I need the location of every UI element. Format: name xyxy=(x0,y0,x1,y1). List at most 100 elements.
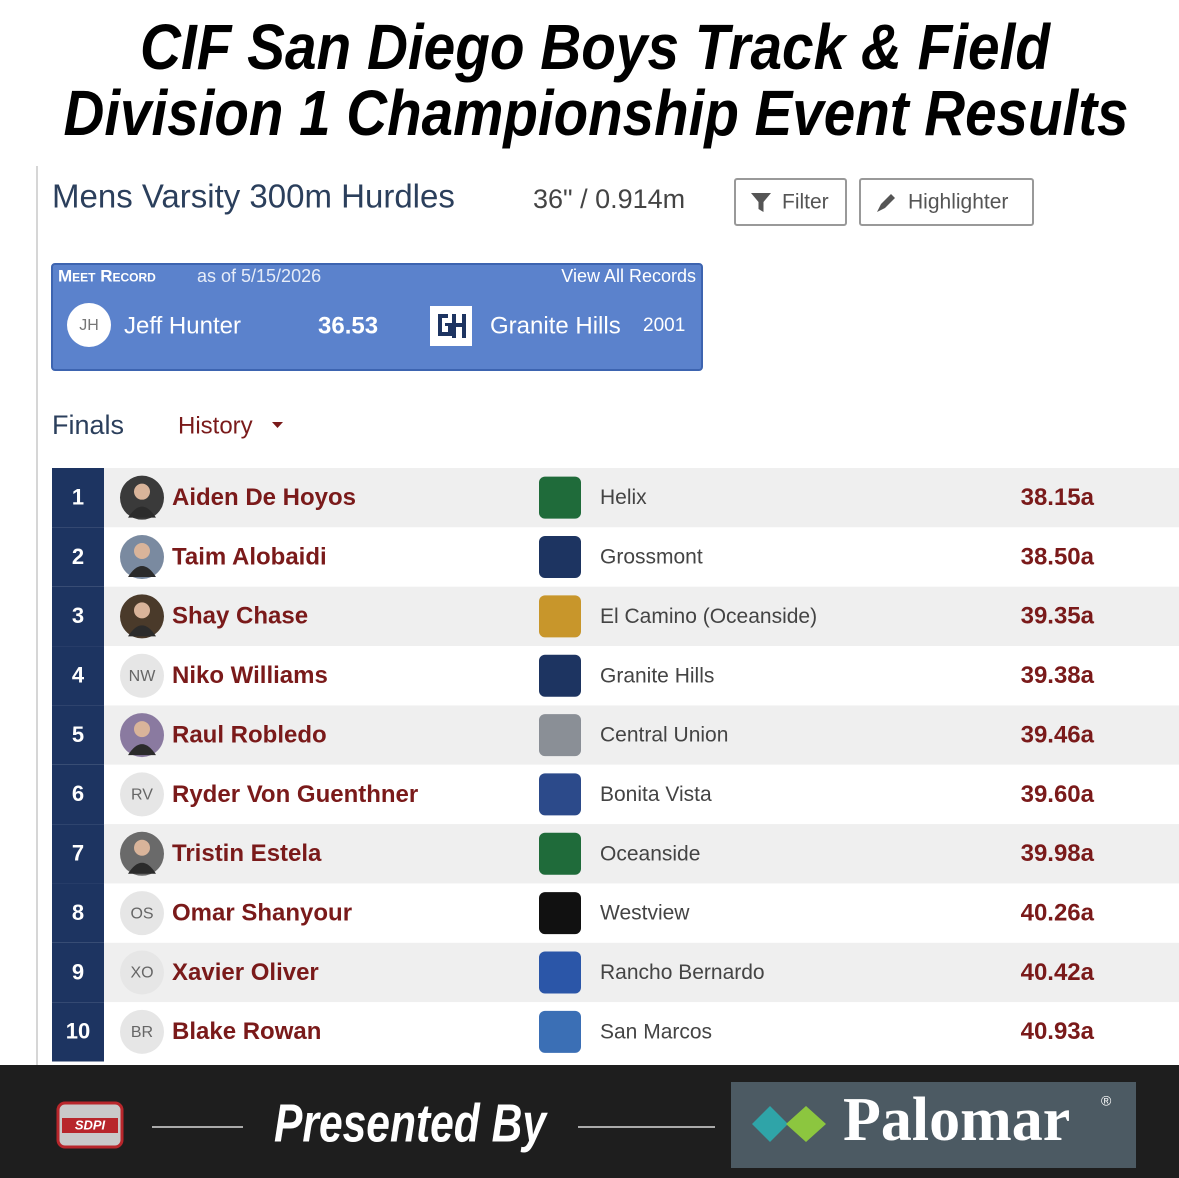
athlete-name[interactable]: Taim Alobaidi xyxy=(172,543,327,570)
sdpi-text: SDPI xyxy=(75,1117,106,1132)
place-cell xyxy=(52,824,104,884)
athlete-name[interactable]: Niko Williams xyxy=(172,662,328,689)
history-tab[interactable]: History xyxy=(178,412,283,439)
avatar-head xyxy=(134,543,150,560)
place-cell xyxy=(52,527,104,587)
place: 4 xyxy=(72,663,85,688)
row-background xyxy=(104,468,1179,528)
row-background xyxy=(104,586,1179,647)
school[interactable]: Rancho Bernardo xyxy=(600,961,765,984)
avatar-head xyxy=(134,721,150,738)
result-row: 5 Raul Robledo Central Union 39.46a xyxy=(52,705,1179,765)
history-label: History xyxy=(178,412,253,439)
athlete-name[interactable]: Ryder Von Guenthner xyxy=(172,781,418,808)
school-logo xyxy=(539,1010,581,1053)
avatar xyxy=(120,891,164,936)
result-row: 7 Tristin Estela Oceanside 39.98a xyxy=(52,824,1179,884)
highlighter-button[interactable]: Highlighter xyxy=(859,178,1034,226)
avatar-body xyxy=(128,506,156,518)
place: 7 xyxy=(72,841,84,866)
finals-tab[interactable]: Finals xyxy=(52,410,124,440)
athlete-name[interactable]: Aiden De Hoyos xyxy=(172,484,356,511)
sponsor-name: Palomar xyxy=(843,1086,1070,1154)
mark: 39.60a xyxy=(1021,781,1095,808)
school[interactable]: Central Union xyxy=(600,724,728,747)
school[interactable]: Oceanside xyxy=(600,842,700,865)
avatar xyxy=(120,950,164,995)
filter-button[interactable]: Filter xyxy=(734,178,847,226)
presented-by: Presented By xyxy=(274,1093,548,1153)
result-row: 9 XO Xavier Oliver Rancho Bernardo 40.42a xyxy=(52,942,1179,1003)
record-year: 2001 xyxy=(643,315,685,336)
avatar-initials: OS xyxy=(130,905,153,922)
athlete-name[interactable]: Xavier Oliver xyxy=(172,959,319,986)
avatar-body xyxy=(128,566,156,578)
avatar xyxy=(67,303,111,347)
mark: 40.26a xyxy=(1021,899,1095,926)
avatar xyxy=(120,653,164,698)
avatar-body xyxy=(128,862,156,874)
place-cell xyxy=(52,1002,104,1062)
athlete-name[interactable]: Omar Shanyour xyxy=(172,899,352,926)
caret xyxy=(272,422,283,428)
row-background xyxy=(104,824,1179,884)
school[interactable]: Westview xyxy=(600,902,690,925)
school-logo xyxy=(539,832,581,875)
place-cell xyxy=(52,764,104,825)
record-school: Granite Hills xyxy=(490,312,621,339)
row-background xyxy=(104,1002,1179,1062)
avatar-body xyxy=(128,744,156,756)
school[interactable]: Bonita Vista xyxy=(600,783,712,806)
school[interactable]: San Marcos xyxy=(600,1020,712,1043)
registered-mark: ® xyxy=(1101,1093,1112,1109)
result-row: 8 OS Omar Shanyour Westview 40.26a xyxy=(52,883,1179,943)
athlete-name[interactable]: Blake Rowan xyxy=(172,1018,321,1045)
avatar-head xyxy=(134,602,150,619)
school-logo xyxy=(539,595,581,638)
school[interactable]: Grossmont xyxy=(600,546,703,569)
sponsor-mark xyxy=(752,1106,788,1142)
place: 1 xyxy=(72,484,84,509)
row-background xyxy=(104,942,1179,1003)
school-logo xyxy=(539,773,581,816)
place: 2 xyxy=(72,544,84,569)
result-row: 3 Shay Chase El Camino (Oceanside) 39.35a xyxy=(52,586,1179,647)
row-background xyxy=(104,646,1179,706)
avatar-initials: RV xyxy=(131,787,153,804)
athlete-name[interactable]: Shay Chase xyxy=(172,603,308,630)
place: 8 xyxy=(72,900,84,925)
result-row: 1 Aiden De Hoyos Helix 38.15a xyxy=(52,468,1179,528)
record-athlete: Jeff Hunter xyxy=(124,312,241,339)
athlete-name[interactable]: Raul Robledo xyxy=(172,721,327,748)
athlete-name[interactable]: Tristin Estela xyxy=(172,840,322,867)
results-table: 1 Aiden De Hoyos Helix 38.15a 2 Taim Alobaidi… xyxy=(52,468,1179,1062)
title: Division 1 Championship Event Results xyxy=(64,77,1129,149)
school-logo xyxy=(539,951,581,994)
place-cell xyxy=(52,942,104,1003)
record-mark: 36.53 xyxy=(318,312,378,339)
meet-record: Meet Record as of 5/15/2026 View All Rec… xyxy=(51,263,703,371)
avatar-head xyxy=(134,839,150,856)
result-row: 4 NW Niko Williams Granite Hills 39.38a xyxy=(52,646,1179,706)
record-label: Meet Record xyxy=(58,266,156,285)
avatar xyxy=(120,772,164,817)
mark: 39.38a xyxy=(1021,662,1095,689)
place: 10 xyxy=(66,1019,90,1044)
mark: 38.50a xyxy=(1021,543,1095,570)
mark: 38.15a xyxy=(1021,484,1095,511)
row-background xyxy=(104,527,1179,587)
record-date: as of 5/15/2026 xyxy=(197,266,321,286)
event-title: Mens Varsity 300m Hurdles xyxy=(52,178,455,215)
place-cell xyxy=(52,468,104,528)
row-background xyxy=(104,705,1179,765)
mark: 40.93a xyxy=(1021,1018,1095,1045)
school[interactable]: Helix xyxy=(600,486,647,509)
school[interactable]: El Camino (Oceanside) xyxy=(600,605,817,628)
records-link[interactable]: View All Records xyxy=(561,266,696,286)
avatar-head xyxy=(134,483,150,500)
filter-icon xyxy=(751,193,771,212)
title: CIF San Diego Boys Track & Field xyxy=(140,11,1052,83)
highlighter-icon xyxy=(877,194,895,212)
button-frame xyxy=(734,178,847,226)
school[interactable]: Granite Hills xyxy=(600,664,714,687)
